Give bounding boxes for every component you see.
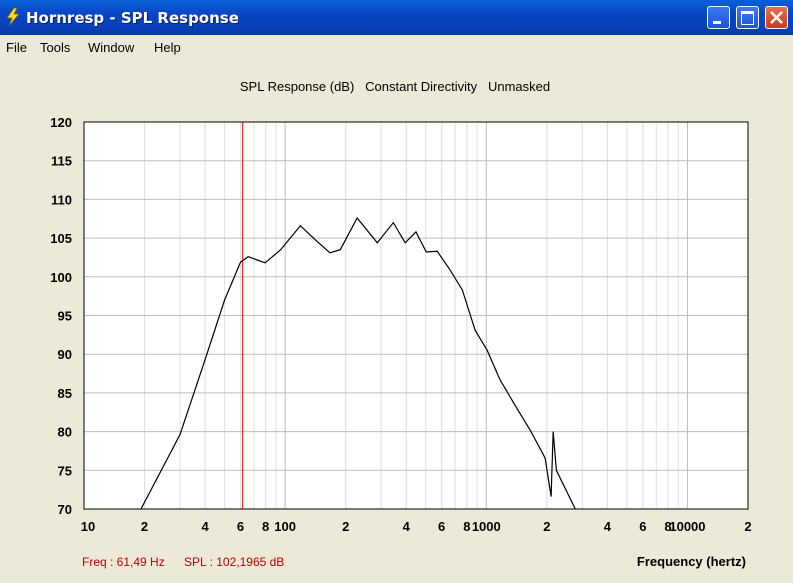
y-tick-label: 95 (58, 309, 72, 324)
x-tick-label: 10 (81, 519, 95, 534)
y-tick-label: 75 (58, 463, 72, 478)
x-tick-label: 1000 (472, 519, 501, 534)
x-tick-label: 2 (141, 519, 148, 534)
minimize-button[interactable] (707, 6, 730, 29)
x-tick-label: 8 (262, 519, 269, 534)
x-tick-label: 4 (201, 519, 209, 534)
menu-item[interactable]: Tools (40, 40, 71, 55)
x-axis-label: Frequency (hertz) (637, 554, 746, 569)
menu-bar: File Tools Window Help (0, 36, 793, 58)
spl-curve (140, 216, 576, 510)
y-tick-label: 115 (51, 154, 72, 169)
x-tick-label: 2 (543, 519, 550, 534)
menu-item[interactable]: Window (88, 40, 135, 55)
app-icon (6, 8, 20, 26)
status-freq: Freq : 61,49 Hz (82, 555, 165, 569)
x-tick-label: 4 (604, 519, 612, 534)
chart: SPL Response (dB) Constant Directivity U… (50, 79, 751, 569)
y-tick-label: 110 (51, 192, 72, 207)
maximize-button[interactable] (736, 6, 759, 29)
y-tick-label: 70 (58, 502, 72, 517)
title-bar: Hornresp - SPL Response (0, 0, 793, 35)
y-tick-label: 80 (58, 425, 72, 440)
x-tick-label: 6 (438, 519, 445, 534)
x-tick-label: 100 (274, 519, 296, 534)
menu-item[interactable]: File (6, 40, 27, 55)
x-tick-label: 6 (237, 519, 244, 534)
x-tick-label: 2 (744, 519, 751, 534)
status-spl: SPL : 102,1965 dB (184, 555, 284, 569)
y-tick-label: 120 (50, 115, 72, 130)
y-tick-label: 105 (50, 231, 72, 246)
x-tick-label: 10000 (669, 519, 705, 534)
x-tick-label: 8 (664, 519, 671, 534)
close-button[interactable] (765, 6, 788, 29)
x-tick-label: 4 (403, 519, 411, 534)
x-tick-label: 2 (342, 519, 349, 534)
menu-item[interactable]: Help (154, 40, 181, 55)
y-tick-label: 90 (58, 347, 72, 362)
y-tick-label: 100 (50, 270, 72, 285)
x-tick-label: 6 (639, 519, 646, 534)
chart-title: SPL Response (dB) Constant Directivity U… (240, 79, 550, 94)
x-tick-label: 8 (463, 519, 470, 534)
y-tick-label: 85 (58, 386, 72, 401)
plot-border (83, 121, 749, 510)
window-title: Hornresp - SPL Response (26, 9, 239, 27)
